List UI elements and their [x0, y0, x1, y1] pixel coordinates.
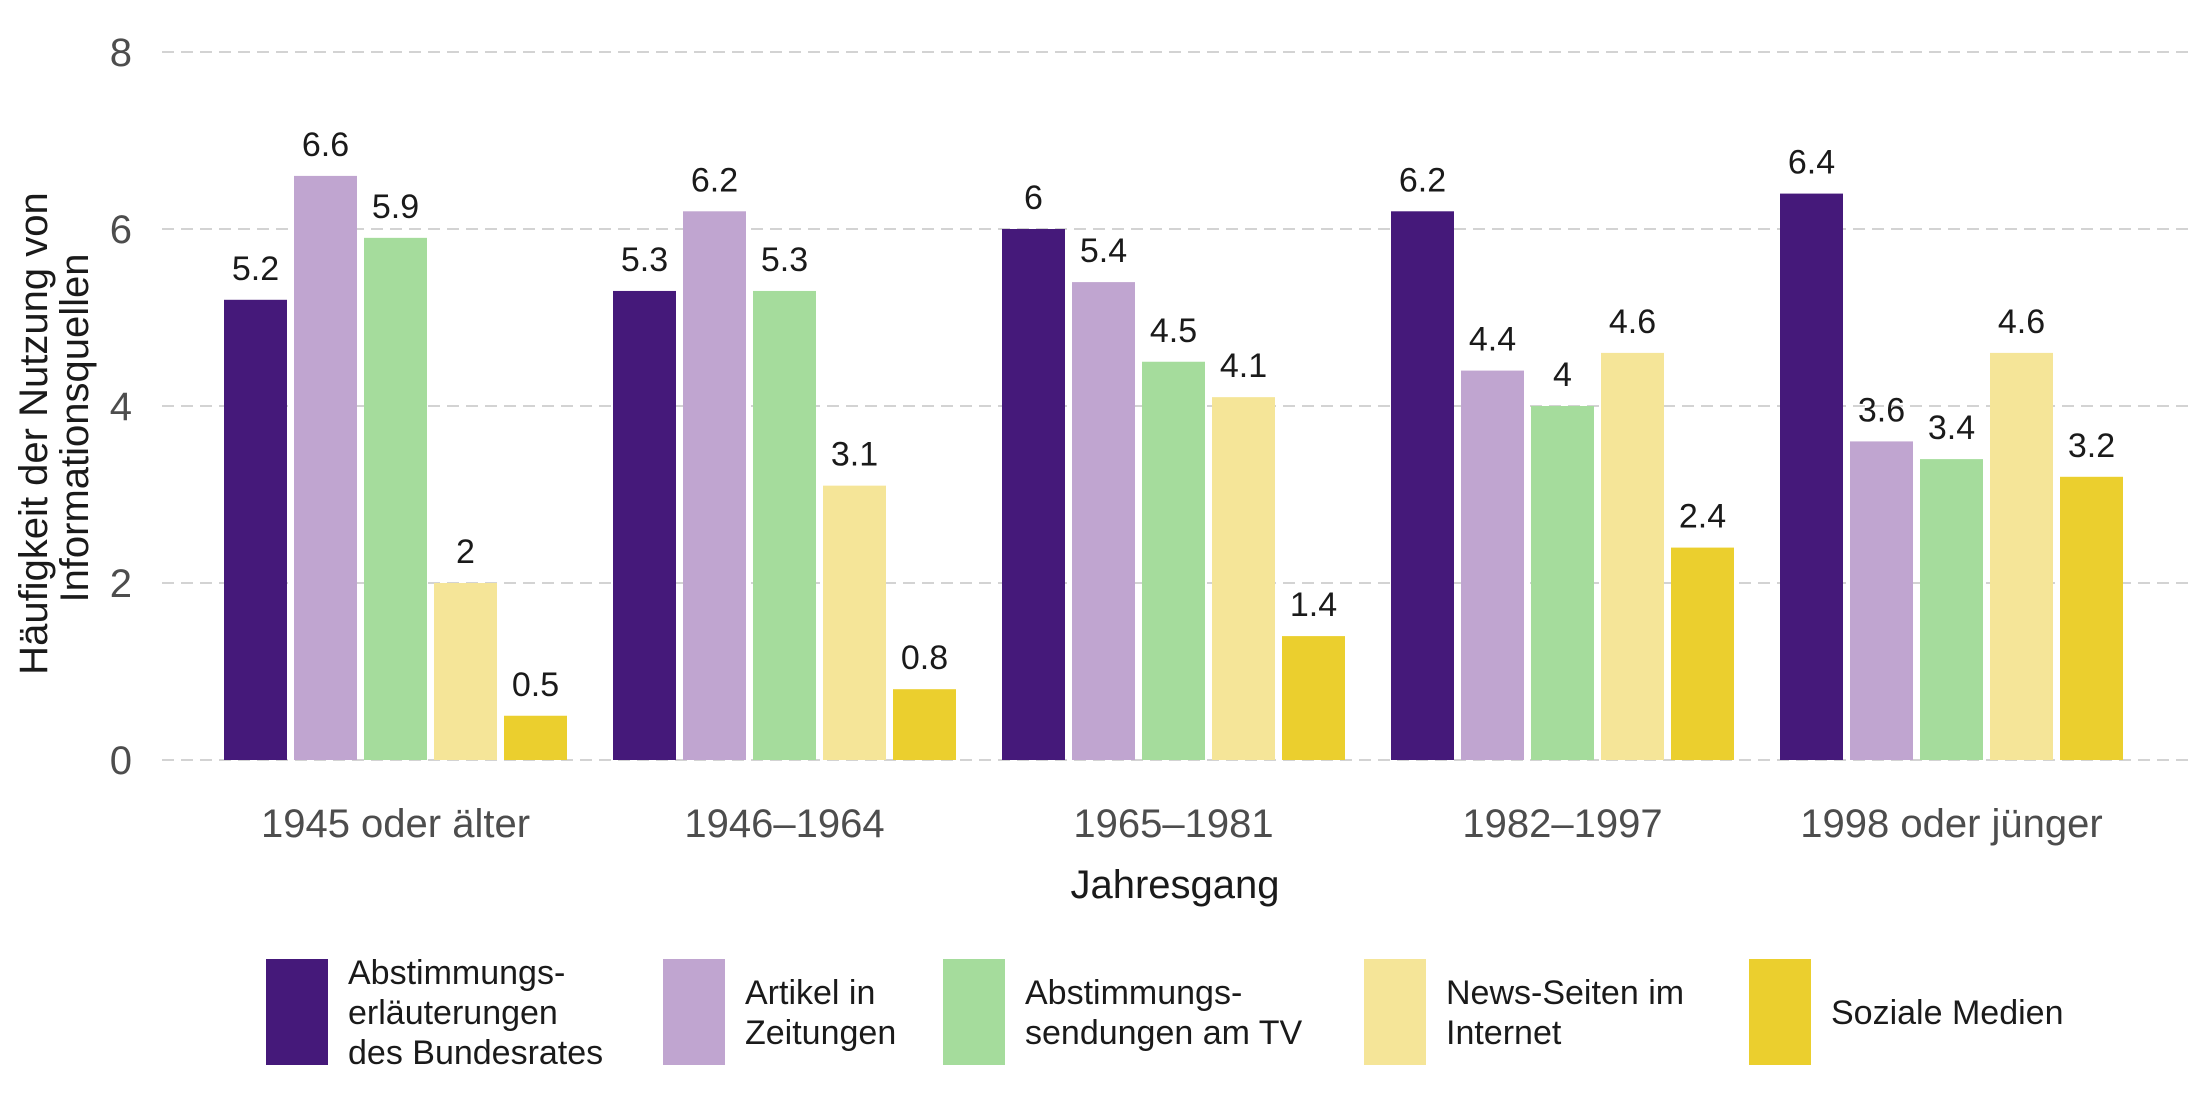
y-tick-label: 4 — [110, 385, 132, 429]
data-label: 3.6 — [1858, 391, 1905, 429]
bar — [1531, 406, 1594, 760]
bar — [1461, 370, 1524, 760]
legend-label: sendungen am TV — [1025, 1014, 1303, 1052]
legend-label: erläuterungen — [348, 994, 558, 1032]
legend-label: Internet — [1446, 1014, 1562, 1052]
bar — [1072, 282, 1135, 760]
y-axis-title-line-1: Häufigkeit der Nutzung von — [12, 192, 56, 675]
x-tick-label: 1946–1964 — [684, 802, 884, 846]
data-label: 4 — [1553, 356, 1572, 394]
y-tick-label: 0 — [110, 739, 132, 783]
bar — [823, 485, 886, 760]
data-label: 4.6 — [1998, 303, 2045, 341]
bar — [294, 175, 357, 760]
bar — [2060, 476, 2123, 760]
y-tick-labels: 0 2 4 6 8 — [110, 31, 132, 783]
data-label: 0.5 — [512, 666, 559, 704]
x-tick-label: 1998 oder jünger — [1800, 802, 2102, 846]
bar — [1850, 441, 1913, 760]
legend-label: News-Seiten im — [1446, 974, 1684, 1012]
legend-label: Soziale Medien — [1831, 994, 2063, 1032]
bar — [224, 299, 287, 760]
bars: 5.2 6.6 5.9 2 0.5 5.3 6.2 5.3 3.1 0.8 6 5.4 4.5 4.1 1.… — [224, 126, 2123, 761]
bar — [683, 211, 746, 761]
x-tick-label: 1965–1981 — [1073, 802, 1273, 846]
bar — [753, 290, 816, 760]
bar — [434, 583, 497, 760]
data-label: 2.4 — [1679, 498, 1726, 536]
data-label: 4.1 — [1220, 347, 1267, 385]
data-label: 5.3 — [621, 241, 668, 279]
bar — [1391, 211, 1454, 761]
data-label: 2 — [456, 533, 475, 571]
y-axis-title: Häufigkeit der Nutzung von Informationsq… — [12, 181, 97, 675]
x-tick-labels: 1945 oder älter 1946–1964 1965–1981 1982–19… — [261, 802, 2103, 846]
data-label: 6.2 — [1399, 161, 1446, 199]
data-label: 5.2 — [232, 250, 279, 288]
bar — [1002, 229, 1065, 760]
bar — [893, 689, 956, 760]
data-label: 6.4 — [1788, 144, 1835, 182]
legend-swatch — [1364, 959, 1426, 1065]
data-label: 4.4 — [1469, 321, 1516, 359]
data-label: 4.6 — [1609, 303, 1656, 341]
bar — [1780, 193, 1843, 761]
data-label: 0.8 — [901, 639, 948, 677]
y-tick-label: 2 — [110, 562, 132, 606]
data-label: 6.2 — [691, 161, 738, 199]
data-label: 3.4 — [1928, 409, 1975, 447]
bar — [1990, 352, 2053, 760]
bar — [504, 715, 567, 760]
data-label: 5.9 — [372, 188, 419, 226]
data-label: 3.2 — [2068, 427, 2115, 465]
bar — [613, 290, 676, 760]
legend-swatch — [266, 959, 328, 1065]
x-tick-label: 1982–1997 — [1462, 802, 1662, 846]
legend-label: Abstimmungs- — [348, 954, 565, 992]
legend-swatch — [943, 959, 1005, 1065]
legend-label: Artikel in — [745, 974, 875, 1012]
legend-label: Abstimmungs- — [1025, 974, 1242, 1012]
data-label: 3.1 — [831, 436, 878, 474]
data-label: 4.5 — [1150, 312, 1197, 350]
bar — [1142, 361, 1205, 760]
legend-swatch — [663, 959, 725, 1065]
data-label: 6.6 — [302, 126, 349, 164]
bar — [1282, 636, 1345, 760]
legend-label: Zeitungen — [745, 1014, 896, 1052]
legend-item: Soziale Medien — [1749, 959, 2063, 1065]
bar — [1212, 397, 1275, 760]
bar — [1671, 547, 1734, 760]
y-tick-label: 8 — [110, 31, 132, 75]
data-label: 5.4 — [1080, 232, 1127, 270]
bar — [1601, 352, 1664, 760]
data-label: 6 — [1024, 179, 1043, 217]
x-tick-label: 1945 oder älter — [261, 802, 530, 846]
data-label: 5.3 — [761, 241, 808, 279]
x-axis-title: Jahresgang — [1070, 863, 1279, 907]
y-tick-label: 6 — [110, 208, 132, 252]
data-label: 1.4 — [1290, 586, 1337, 624]
bar — [364, 237, 427, 761]
legend-label: des Bundesrates — [348, 1034, 603, 1072]
y-axis-title-line-2: Informationsquellen — [53, 253, 97, 602]
bar — [1920, 459, 1983, 760]
legend-swatch — [1749, 959, 1811, 1065]
legend-item: Abstimmungs-sendungen am TV — [943, 959, 1303, 1065]
